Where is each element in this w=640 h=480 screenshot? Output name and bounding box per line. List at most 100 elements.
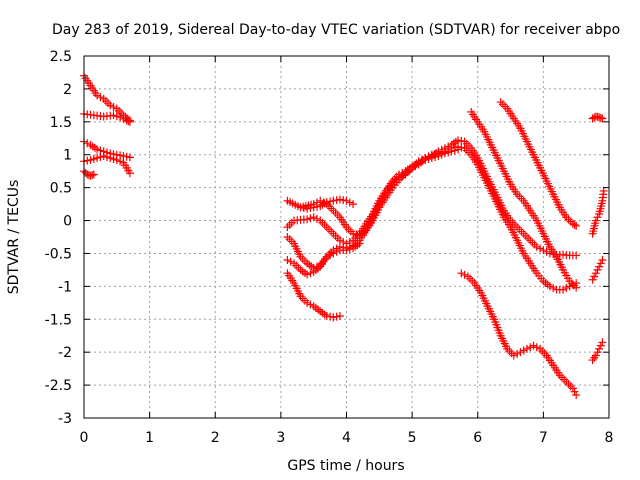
data-point [414,158,423,167]
data-point [283,223,292,232]
data-point [109,103,118,112]
data-point [106,101,115,110]
data-point [309,203,318,212]
data-point [591,216,600,225]
data-point [450,146,459,155]
data-point [560,375,569,384]
data-point [116,157,125,166]
data-point [86,171,95,180]
data-point [457,269,466,278]
series-arc-a2 [80,109,134,126]
y-tick-label: 2 [63,82,72,98]
data-point [332,247,341,256]
x-tick-label: 7 [539,430,548,446]
data-point [424,155,433,164]
data-point [125,117,134,126]
data-point [303,215,312,224]
data-point [93,91,102,100]
y-tick-label: 2.5 [50,49,72,65]
axis-ticks: 0 1 2 3 4 5 6 7 8 -3 -2.5 -2 -1.5 -1 -0.5 0 0.5 1 1.5 2 2.5 [45,49,614,446]
data-point [283,256,292,265]
data-point [557,373,566,382]
data-point [431,153,440,162]
data-point [590,272,599,281]
data-point [312,202,321,211]
data-point [125,169,134,178]
data-point [519,229,528,238]
data-point [519,346,528,355]
data-point [109,111,118,120]
data-point [345,245,354,254]
data-point [562,284,571,293]
data-point [437,150,446,159]
data-point [434,152,443,161]
data-point [596,341,605,350]
data-point [588,275,597,284]
x-tick-label: 4 [342,430,351,446]
data-point [505,347,514,356]
data-point [122,116,131,125]
data-point [303,270,312,279]
data-point [322,198,331,207]
data-point [440,149,449,158]
y-tick-label: 0.5 [50,181,72,197]
data-point [306,214,315,223]
data-point [541,278,550,287]
data-point [454,145,463,154]
data-point [115,106,123,115]
series-arc-b5 [283,269,344,322]
series-arc-c2 [496,98,581,230]
y-tick-label: -1 [58,279,72,295]
data-point [468,276,477,285]
data-point [466,274,475,283]
data-point [598,256,607,265]
data-point [447,147,456,156]
data-point [83,156,92,165]
data-point [457,143,466,152]
data-point [398,168,407,177]
data-point [568,384,577,393]
data-point [395,170,403,179]
data-point [329,229,338,238]
data-point [309,213,318,222]
y-tick-label: -2 [58,345,72,361]
series-arc-c3 [457,269,581,399]
data-point [564,215,573,224]
data-point [329,206,338,215]
data-point [588,114,597,123]
x-tick-label: 5 [408,430,417,446]
data-point [303,204,312,213]
data-point [595,113,604,122]
data-point [125,153,134,162]
data-point [93,154,102,163]
data-point [538,347,547,356]
data-point [99,152,108,161]
data-point [335,311,344,320]
data-point [536,244,545,253]
data-points [80,71,608,399]
data-point [530,240,539,249]
y-tick-label: 1 [63,148,72,164]
data-point [593,265,602,274]
data-point [355,239,364,248]
data-point [532,343,541,352]
data-point [116,113,125,122]
chart-title: Day 283 of 2019, Sidereal Day-to-day VTE… [52,22,620,38]
y-tick-label: -0.5 [45,246,72,262]
x-tick-label: 6 [473,430,482,446]
series-arc-d3 [588,256,607,284]
data-point [596,259,605,268]
data-point [595,262,604,271]
x-tick-label: 0 [80,430,89,446]
data-point [112,155,121,164]
y-tick-label: -1.5 [45,312,72,328]
data-point [329,313,338,322]
data-point [300,296,309,305]
data-point [572,221,581,230]
data-point [102,153,111,162]
data-point [559,285,568,294]
series-arc-d2 [588,186,608,238]
data-point [335,195,344,204]
data-point [283,233,292,241]
